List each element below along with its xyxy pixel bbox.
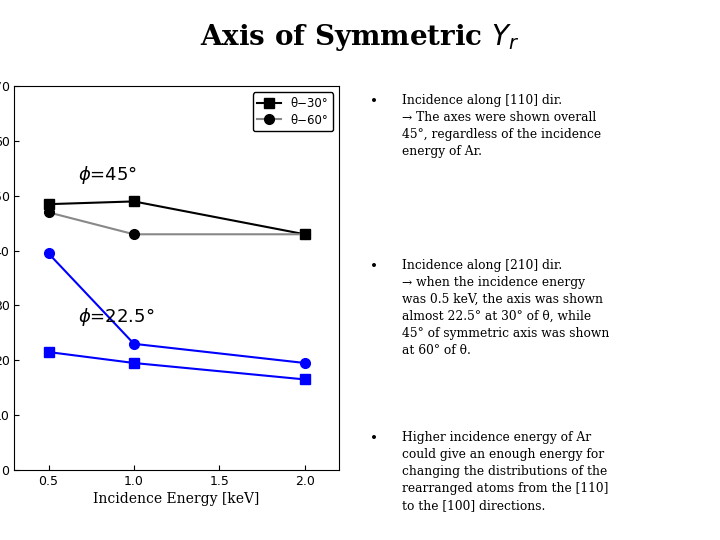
X-axis label: Incidence Energy [keV]: Incidence Energy [keV] [94,492,260,506]
Text: •: • [370,94,378,108]
Legend: θ−30°, θ−60°: θ−30°, θ−60° [253,92,333,131]
Text: Higher incidence energy of Ar
could give an enough energy for
changing the distr: Higher incidence energy of Ar could give… [402,431,608,512]
Text: Axis of Symmetric $Y_r$: Axis of Symmetric $Y_r$ [200,22,520,52]
Text: $\phi$=22.5°: $\phi$=22.5° [78,306,154,328]
Text: •: • [370,259,378,273]
Text: •: • [370,431,378,446]
Text: Incidence along [210] dir.
→ when the incidence energy
was 0.5 keV, the axis was: Incidence along [210] dir. → when the in… [402,259,610,357]
Text: Incidence along [110] dir.
→ The axes were shown overall
45°, regardless of the : Incidence along [110] dir. → The axes we… [402,94,601,158]
Text: $\phi$=45°: $\phi$=45° [78,164,137,186]
